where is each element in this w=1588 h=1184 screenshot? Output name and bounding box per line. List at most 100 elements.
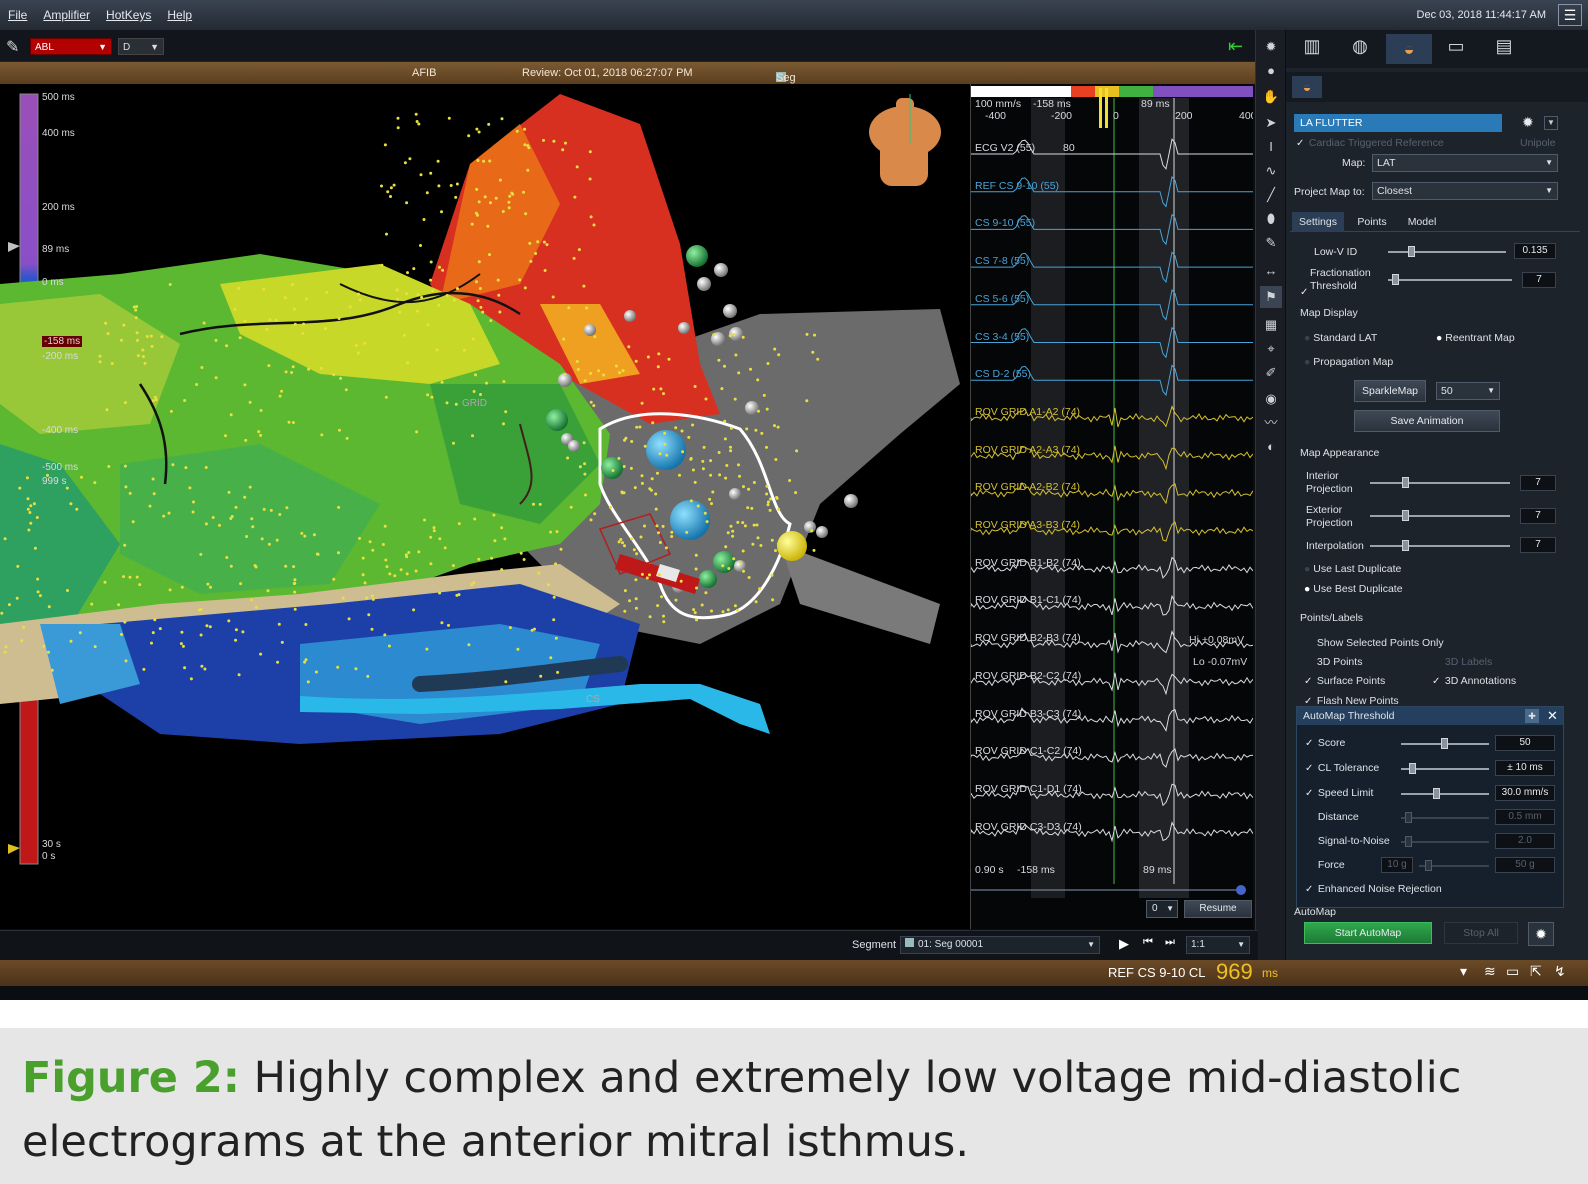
- egm-channel-label[interactable]: ROV GRID B1-C1 (74): [975, 594, 1082, 607]
- reentrant-map-radio[interactable]: ● Reentrant Map: [1436, 332, 1515, 344]
- pointer-icon[interactable]: ➤: [1265, 115, 1277, 130]
- tab-settings[interactable]: Settings: [1292, 212, 1344, 232]
- egm-channel-label[interactable]: ROV GRID C1-D1 (74): [975, 782, 1082, 795]
- slider-thumb[interactable]: [1408, 246, 1416, 257]
- text-cursor-icon[interactable]: I: [1269, 139, 1273, 154]
- egm-channel-label[interactable]: ECG V2 (55): [975, 142, 1036, 154]
- map-module-icon[interactable]: ◒: [1386, 34, 1432, 64]
- slider-thumb[interactable]: [1402, 477, 1409, 488]
- layers-icon[interactable]: ≋: [1484, 963, 1496, 979]
- distance-checkbox[interactable]: Distance: [1305, 811, 1359, 823]
- egm-channel-label[interactable]: ROV GRID C3-D3 (74): [975, 820, 1082, 833]
- exterior-projection-value[interactable]: 7: [1520, 508, 1556, 524]
- egm-channel-label[interactable]: ROV GRID A3-B3 (74): [975, 519, 1081, 531]
- cardiac-icon[interactable]: ▥: [1303, 36, 1321, 56]
- interior-projection-slider[interactable]: [1370, 477, 1510, 488]
- score-checkbox[interactable]: ✓ Score: [1305, 737, 1345, 749]
- egm-channel-label[interactable]: CS 9-10 (55): [975, 217, 1036, 230]
- sphere-icon[interactable]: ●: [1267, 63, 1275, 78]
- speed-limit-checkbox[interactable]: ✓ Speed Limit: [1305, 787, 1373, 799]
- interior-projection-value[interactable]: 7: [1520, 475, 1556, 491]
- slider-thumb[interactable]: [1433, 788, 1440, 799]
- egm-channel-label[interactable]: CS 5-6 (55): [975, 292, 1030, 305]
- sparklemap-select[interactable]: 50 ▼: [1436, 382, 1500, 400]
- egm-channel-label[interactable]: REF CS 9-10 (55): [975, 179, 1060, 192]
- cardiac-ref-checkbox[interactable]: ✓ Cardiac Triggered Reference: [1296, 137, 1444, 149]
- map-select[interactable]: LAT ▼: [1372, 154, 1558, 172]
- egm-channel-label[interactable]: ROV GRID B1-B2 (74): [975, 556, 1081, 569]
- project-map-select[interactable]: Closest ▼: [1372, 182, 1558, 200]
- globe-icon[interactable]: ◍: [1352, 36, 1368, 56]
- electrode-select[interactable]: D ▼: [118, 38, 164, 55]
- brush-icon[interactable]: ✎: [1265, 235, 1277, 250]
- step-back-icon[interactable]: ⏮: [1143, 936, 1153, 948]
- flash-new-points-checkbox[interactable]: ✓ Flash New Points: [1304, 695, 1399, 707]
- segment-select[interactable]: 01: Seg 00001 ▼: [900, 936, 1100, 954]
- egm-channel-label[interactable]: CS 7-8 (55): [975, 255, 1030, 268]
- egm-channel-label[interactable]: ROV GRID A2-B2 (74): [975, 481, 1081, 494]
- standard-lat-radio[interactable]: ● Standard LAT: [1304, 332, 1377, 344]
- distance-slider[interactable]: [1401, 812, 1489, 823]
- cl-tolerance-checkbox[interactable]: ✓ CL Tolerance: [1305, 762, 1379, 774]
- step-forward-icon[interactable]: ⏭: [1165, 936, 1175, 948]
- slider-thumb[interactable]: [1392, 274, 1399, 285]
- menu-hotkeys[interactable]: HotKeys: [106, 8, 152, 22]
- 3d-labels-checkbox[interactable]: 3D Labels: [1432, 656, 1492, 668]
- cl-tolerance-value[interactable]: ± 10 ms: [1495, 760, 1555, 776]
- map-icon[interactable]: ◒: [1292, 76, 1322, 98]
- equalizer-icon[interactable]: ☰: [1558, 4, 1582, 26]
- slider-thumb[interactable]: [1405, 812, 1412, 823]
- report-icon[interactable]: ▤: [1495, 36, 1513, 56]
- map-name-field[interactable]: LA FLUTTER: [1294, 114, 1502, 132]
- pointer-icon[interactable]: ⇱: [1530, 963, 1542, 979]
- power-icon[interactable]: ↯: [1554, 963, 1566, 979]
- egm-channel-label[interactable]: ROV GRID A1-A2 (74): [975, 405, 1081, 418]
- gear-icon[interactable]: ✹: [1265, 39, 1277, 54]
- electrogram-panel[interactable]: 100 mm/s -400 -158 ms -200 0 89 ms 200 4…: [970, 84, 1253, 929]
- eraser-icon[interactable]: ⬮: [1266, 211, 1276, 226]
- slider-thumb[interactable]: [1425, 860, 1432, 871]
- eye-icon[interactable]: ◉: [1265, 391, 1277, 406]
- propagation-map-radio[interactable]: ● Propagation Map: [1304, 356, 1393, 368]
- fractionation-value[interactable]: 7: [1522, 272, 1556, 288]
- force-checkbox[interactable]: Force: [1305, 859, 1345, 871]
- measure-icon[interactable]: ↔: [1264, 263, 1278, 278]
- score-value[interactable]: 50: [1495, 735, 1555, 751]
- distance-value[interactable]: 0.5 mm: [1495, 809, 1555, 825]
- egm-channel-label[interactable]: CS D-2 (55): [975, 368, 1032, 381]
- map-icon[interactable]: ◐: [1267, 439, 1275, 454]
- close-icon[interactable]: ✕: [1547, 708, 1558, 723]
- export-arrow-icon[interactable]: ⇤: [1228, 36, 1244, 56]
- catheter-icon[interactable]: ✎: [6, 39, 20, 56]
- menu-help[interactable]: Help: [167, 8, 193, 22]
- snr-slider[interactable]: [1401, 836, 1489, 847]
- wave-icon[interactable]: 〰: [1264, 415, 1278, 430]
- lowv-slider[interactable]: [1388, 246, 1506, 257]
- catheter-select[interactable]: ABL ▼: [30, 38, 112, 55]
- surface-points-checkbox[interactable]: ✓ Surface Points: [1304, 675, 1385, 687]
- automap-settings-gear-icon[interactable]: ✹: [1528, 922, 1554, 946]
- score-slider[interactable]: [1401, 738, 1489, 749]
- speed-limit-slider[interactable]: [1401, 788, 1489, 799]
- map-3d-view[interactable]: 500 ms 400 ms 200 ms 89 ms 0 ms -158 ms …: [0, 84, 970, 929]
- lowv-value[interactable]: 0.135: [1514, 243, 1556, 259]
- save-animation-button[interactable]: Save Animation: [1354, 410, 1500, 432]
- chevron-down-icon[interactable]: ▼: [1544, 116, 1558, 130]
- settings-gear-icon[interactable]: ✹: [1522, 114, 1534, 130]
- force-slider[interactable]: [1419, 860, 1489, 871]
- tab-model[interactable]: Model: [1407, 216, 1437, 228]
- force-min-value[interactable]: 10 g: [1381, 857, 1413, 873]
- tag-icon[interactable]: ⚑: [1260, 286, 1282, 308]
- tab-points[interactable]: Points: [1357, 216, 1387, 228]
- start-automap-button[interactable]: Start AutoMap: [1304, 922, 1432, 944]
- egm-channel-label[interactable]: ROV GRID B2-B3 (74): [975, 632, 1081, 645]
- slider-thumb[interactable]: [1402, 510, 1409, 521]
- pin-icon[interactable]: ⌖: [1267, 341, 1275, 356]
- enhanced-noise-checkbox[interactable]: ✓ Enhanced Noise Rejection: [1305, 883, 1442, 895]
- 3d-points-checkbox[interactable]: 3D Points: [1304, 656, 1363, 668]
- egm-channel-label[interactable]: ROV GRID C1-C2 (74): [975, 745, 1082, 758]
- menu-file[interactable]: File: [8, 8, 28, 22]
- interpolation-value[interactable]: 7: [1520, 537, 1556, 553]
- speed-limit-value[interactable]: 30.0 mm/s: [1495, 785, 1555, 801]
- egm-channel-label[interactable]: CS 3-4 (55): [975, 330, 1030, 343]
